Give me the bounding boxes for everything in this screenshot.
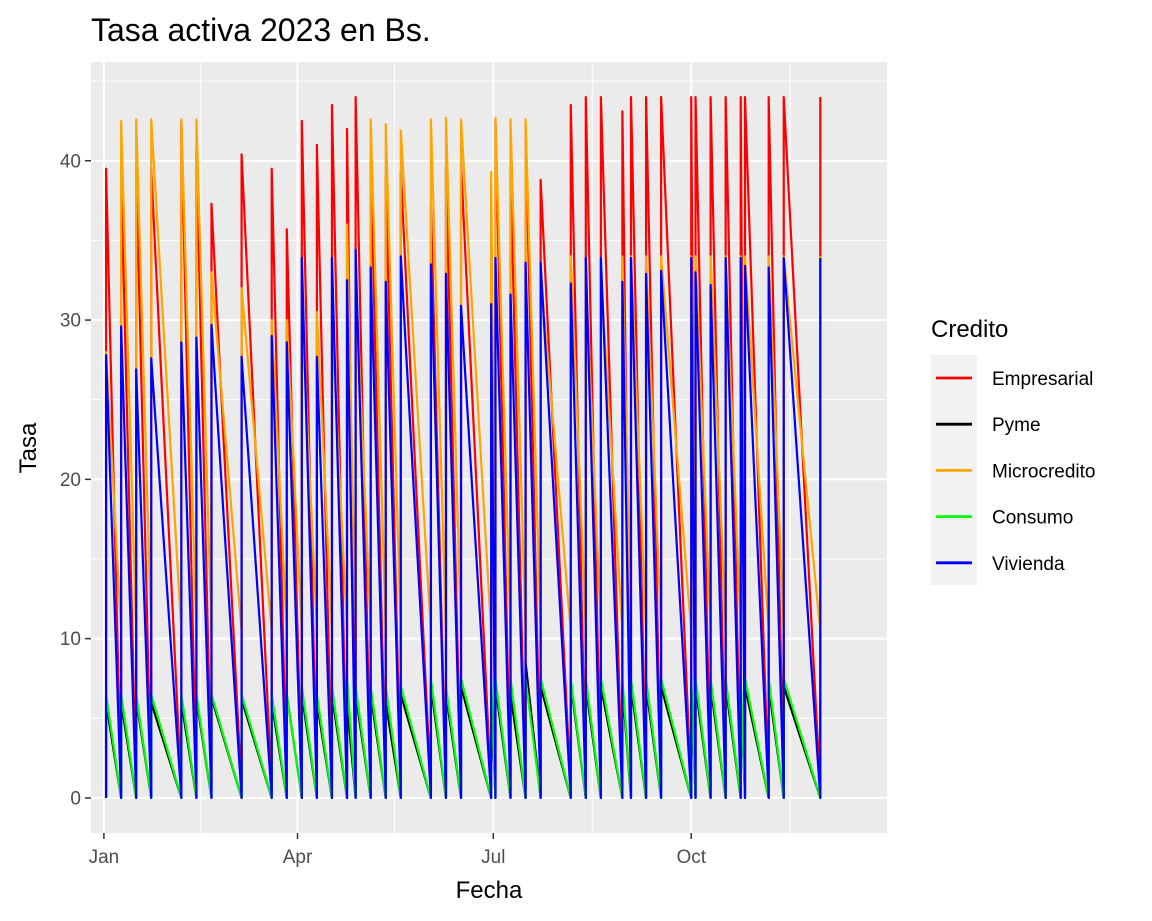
y-tick-label: 10 xyxy=(60,629,81,650)
x-tick-label: Oct xyxy=(676,847,706,868)
legend-label-microcredito: Microcredito xyxy=(992,461,1095,482)
legend: Credito Empresarial Pyme Microcredito Consu… xyxy=(931,316,1095,585)
x-tick-label: Jan xyxy=(89,847,120,868)
series-layer xyxy=(104,95,822,800)
legend-items: Empresarial Pyme Microcredito Consumo Vivien… xyxy=(936,369,1095,575)
x-tick-label: Jul xyxy=(481,847,505,868)
y-tick-label: 40 xyxy=(60,151,81,172)
legend-label-vivienda: Vivienda xyxy=(992,554,1065,575)
series-line-consumo xyxy=(104,677,822,800)
y-tick-label: 20 xyxy=(60,470,81,491)
series-line-empresarial xyxy=(104,95,822,792)
series-line-microcredito xyxy=(104,116,822,632)
x-tick-label: Apr xyxy=(283,847,313,868)
legend-label-consumo: Consumo xyxy=(992,508,1073,529)
legend-label-empresarial: Empresarial xyxy=(992,369,1093,390)
legend-label-pyme: Pyme xyxy=(992,415,1041,436)
y-tick-label: 30 xyxy=(60,311,81,332)
series-line-vivienda xyxy=(104,248,822,800)
x-axis: Jan Apr Jul Oct xyxy=(89,833,707,868)
y-axis: 0 10 20 30 40 xyxy=(60,151,91,809)
y-axis-title: Tasa xyxy=(15,422,42,473)
y-tick-label: 0 xyxy=(70,788,81,809)
x-axis-title: Fecha xyxy=(456,877,523,904)
chart-title: Tasa activa 2023 en Bs. xyxy=(91,12,431,48)
legend-title: Credito xyxy=(931,316,1008,343)
